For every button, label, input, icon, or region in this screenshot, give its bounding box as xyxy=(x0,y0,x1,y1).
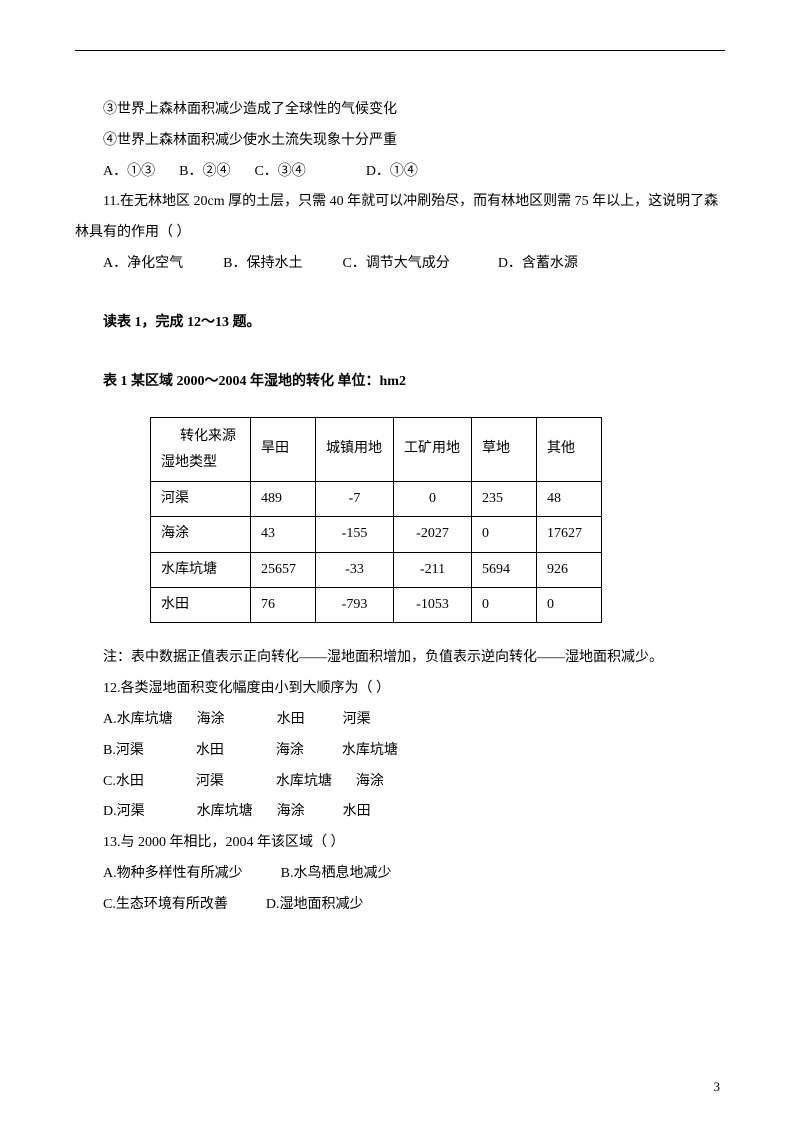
q10-options: A．①③ B．②④ C．③④ D．①④ xyxy=(75,157,725,188)
wetland-table: 转化来源 湿地类型 旱田 城镇用地 工矿用地 草地 其他 河渠 489 -7 0… xyxy=(150,417,602,623)
header-col0-a: 转化来源 xyxy=(161,424,240,449)
q12b-2: 水田 xyxy=(196,743,224,758)
q11-option-a: A．净化空气 xyxy=(103,256,183,271)
option-b: B．②④ xyxy=(179,164,230,179)
q12d-3: 海涂 xyxy=(277,804,305,819)
q12c-3: 水库坑塘 xyxy=(276,774,332,789)
header-col2: 城镇用地 xyxy=(316,418,394,481)
q13-options-row1: A.物种多样性有所减少 B.水鸟栖息地减少 xyxy=(75,859,725,890)
table-note: 注：表中数据正值表示正向转化——湿地面积增加，负值表示逆向转化——湿地面积减少。 xyxy=(75,643,725,674)
row2-col0: 水库坑塘 xyxy=(151,552,251,587)
header-col5: 其他 xyxy=(537,418,602,481)
q12a-4: 河渠 xyxy=(343,712,371,727)
q12-option-c: C.水田 河渠 水库坑塘 海涂 xyxy=(75,767,725,798)
q12a-2: 海涂 xyxy=(197,712,225,727)
q12b-3: 海涂 xyxy=(276,743,304,758)
question-12: 12.各类湿地面积变化幅度由小到大顺序为（ ） xyxy=(75,674,725,705)
q13-options-row2: C.生态环境有所改善 D.湿地面积减少 xyxy=(75,890,725,921)
table-row: 海涂 43 -155 -2027 0 17627 xyxy=(151,517,602,552)
option-a: A．①③ xyxy=(103,164,155,179)
header-col0: 转化来源 湿地类型 xyxy=(151,418,251,481)
row2-col2: -33 xyxy=(316,552,394,587)
row0-col3: 0 xyxy=(394,481,472,516)
q13-option-c: C.生态环境有所改善 xyxy=(103,897,228,912)
header-col0-b: 湿地类型 xyxy=(161,450,240,475)
page-number: 3 xyxy=(714,1073,721,1102)
question-13: 13.与 2000 年相比，2004 年该区域（ ） xyxy=(75,828,725,859)
header-line xyxy=(75,50,725,51)
statement-4: ④世界上森林面积减少使水土流失现象十分严重 xyxy=(75,126,725,157)
statement-3: ③世界上森林面积减少造成了全球性的气候变化 xyxy=(75,95,725,126)
q12d-2: 水库坑塘 xyxy=(197,804,253,819)
table-row: 河渠 489 -7 0 235 48 xyxy=(151,481,602,516)
row3-col4: 0 xyxy=(472,587,537,622)
read-table-instruction: 读表 1，完成 12～13 题。 xyxy=(75,308,725,339)
row3-col0: 水田 xyxy=(151,587,251,622)
header-col1: 旱田 xyxy=(251,418,316,481)
q13-option-d: D.湿地面积减少 xyxy=(266,897,364,912)
q12c-4: 海涂 xyxy=(356,774,384,789)
row2-col1: 25657 xyxy=(251,552,316,587)
header-col3: 工矿用地 xyxy=(394,418,472,481)
q12-option-a: A.水库坑塘 海涂 水田 河渠 xyxy=(75,705,725,736)
q12c-1: C.水田 xyxy=(103,774,144,789)
row0-col5: 48 xyxy=(537,481,602,516)
row1-col5: 17627 xyxy=(537,517,602,552)
row3-col2: -793 xyxy=(316,587,394,622)
q12b-1: B.河渠 xyxy=(103,743,144,758)
row2-col5: 926 xyxy=(537,552,602,587)
row0-col0: 河渠 xyxy=(151,481,251,516)
row1-col4: 0 xyxy=(472,517,537,552)
row2-col3: -211 xyxy=(394,552,472,587)
q12d-1: D.河渠 xyxy=(103,804,145,819)
q12b-4: 水库坑塘 xyxy=(342,743,398,758)
q12c-2: 河渠 xyxy=(196,774,224,789)
row1-col2: -155 xyxy=(316,517,394,552)
row3-col1: 76 xyxy=(251,587,316,622)
row1-col1: 43 xyxy=(251,517,316,552)
q13-option-a: A.物种多样性有所减少 xyxy=(103,866,243,881)
table-title: 表 1 某区域 2000～2004 年湿地的转化 单位：hm2 xyxy=(75,367,725,398)
row0-col2: -7 xyxy=(316,481,394,516)
q11-option-c: C．调节大气成分 xyxy=(342,256,449,271)
row2-col4: 5694 xyxy=(472,552,537,587)
row1-col0: 海涂 xyxy=(151,517,251,552)
row1-col3: -2027 xyxy=(394,517,472,552)
row3-col5: 0 xyxy=(537,587,602,622)
table-row: 水库坑塘 25657 -33 -211 5694 926 xyxy=(151,552,602,587)
q11-options: A．净化空气 B．保持水土 C．调节大气成分 D．含蓄水源 xyxy=(75,249,725,280)
q12a-3: 水田 xyxy=(277,712,305,727)
option-c: C．③④ xyxy=(254,164,305,179)
row3-col3: -1053 xyxy=(394,587,472,622)
q11-option-d: D．含蓄水源 xyxy=(498,256,578,271)
q12-option-b: B.河渠 水田 海涂 水库坑塘 xyxy=(75,736,725,767)
q13-option-b: B.水鸟栖息地减少 xyxy=(281,866,392,881)
q12d-4: 水田 xyxy=(343,804,371,819)
option-d: D．①④ xyxy=(366,164,418,179)
q11-option-b: B．保持水土 xyxy=(223,256,302,271)
q12a-1: A.水库坑塘 xyxy=(103,712,173,727)
question-11: 11.在无林地区 20cm 厚的土层，只需 40 年就可以冲刷殆尽，而有林地区则… xyxy=(75,187,725,249)
header-col4: 草地 xyxy=(472,418,537,481)
table-row: 水田 76 -793 -1053 0 0 xyxy=(151,587,602,622)
row0-col1: 489 xyxy=(251,481,316,516)
q12-option-d: D.河渠 水库坑塘 海涂 水田 xyxy=(75,797,725,828)
row0-col4: 235 xyxy=(472,481,537,516)
table-header-row: 转化来源 湿地类型 旱田 城镇用地 工矿用地 草地 其他 xyxy=(151,418,602,481)
